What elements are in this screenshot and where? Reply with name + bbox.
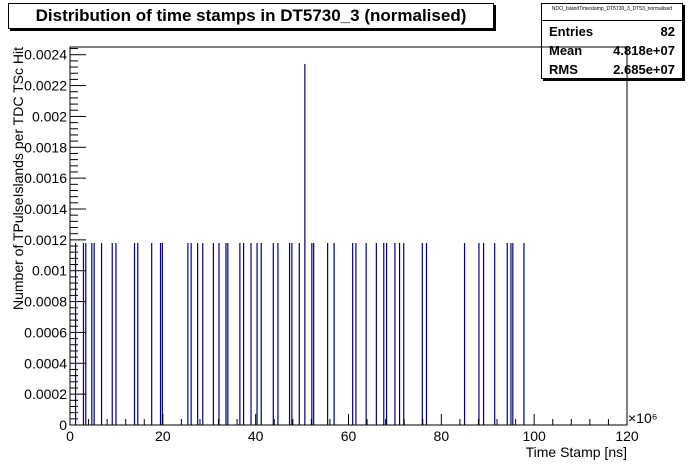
stats-value: 4.818e+07 xyxy=(613,43,675,58)
stats-box: NDO_IslandTimestamp_DT5730_3_DT53_normal… xyxy=(541,3,683,79)
stats-row-entries: Entries 82 xyxy=(549,24,675,42)
y-tick-label: 0.001 xyxy=(32,263,67,279)
y-axis: 0 0.0002 0.0004 0.0006 0.0008 0.001 0.0012 0.00… xyxy=(24,47,86,433)
chart-title: Distribution of time stamps in DT5730_3 … xyxy=(35,6,467,25)
x-axis-title: Time Stamp [ns] xyxy=(526,444,627,460)
stats-key: Entries xyxy=(549,24,594,39)
stats-row-rms: RMS 2.685e+07 xyxy=(549,62,675,80)
stats-histogram-name: NDO_IslandTimestamp_DT5730_3_DT53_normal… xyxy=(551,6,673,12)
x-tick-label: 100 xyxy=(522,428,546,444)
x-tick-label: 60 xyxy=(341,428,357,444)
plot-frame xyxy=(69,46,628,426)
y-tick-label: 0.0008 xyxy=(24,294,67,310)
y-tick-label: 0.0016 xyxy=(24,170,67,186)
stats-key: RMS xyxy=(549,62,578,77)
y-tick-label: 0.0022 xyxy=(24,78,67,94)
x-axis-multiplier: ×10⁶ xyxy=(628,410,658,426)
x-axis: 0 20 40 60 80 100 120 xyxy=(66,414,639,444)
y-tick-label: 0.0004 xyxy=(24,355,67,371)
y-tick-label: 0.0018 xyxy=(24,139,67,155)
y-tick-label: 0.0024 xyxy=(24,47,67,63)
stats-value: 2.685e+07 xyxy=(613,62,675,77)
stats-separator xyxy=(542,20,682,21)
y-tick-label: 0.0012 xyxy=(24,232,67,248)
x-tick-label: 120 xyxy=(615,428,639,444)
stats-value: 82 xyxy=(660,24,675,39)
y-tick-label: 0.0014 xyxy=(24,201,67,217)
y-tick-label: 0.002 xyxy=(32,108,67,124)
y-tick-label: 0.0006 xyxy=(24,324,67,340)
x-tick-label: 20 xyxy=(155,428,171,444)
chart-title-box: Distribution of time stamps in DT5730_3 … xyxy=(8,3,494,29)
x-tick-label: 40 xyxy=(248,428,264,444)
y-tick-label: 0 xyxy=(59,417,67,433)
histogram-bars xyxy=(74,63,525,425)
x-tick-label: 80 xyxy=(434,428,450,444)
y-tick-label: 0.0002 xyxy=(24,386,67,402)
x-tick-label: 0 xyxy=(66,428,74,444)
y-axis-title: Number of TPulseIslands per TDC TSc Hit xyxy=(10,47,26,310)
